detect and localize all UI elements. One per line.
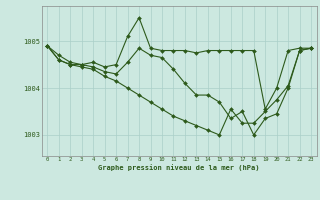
X-axis label: Graphe pression niveau de la mer (hPa): Graphe pression niveau de la mer (hPa)	[99, 164, 260, 171]
